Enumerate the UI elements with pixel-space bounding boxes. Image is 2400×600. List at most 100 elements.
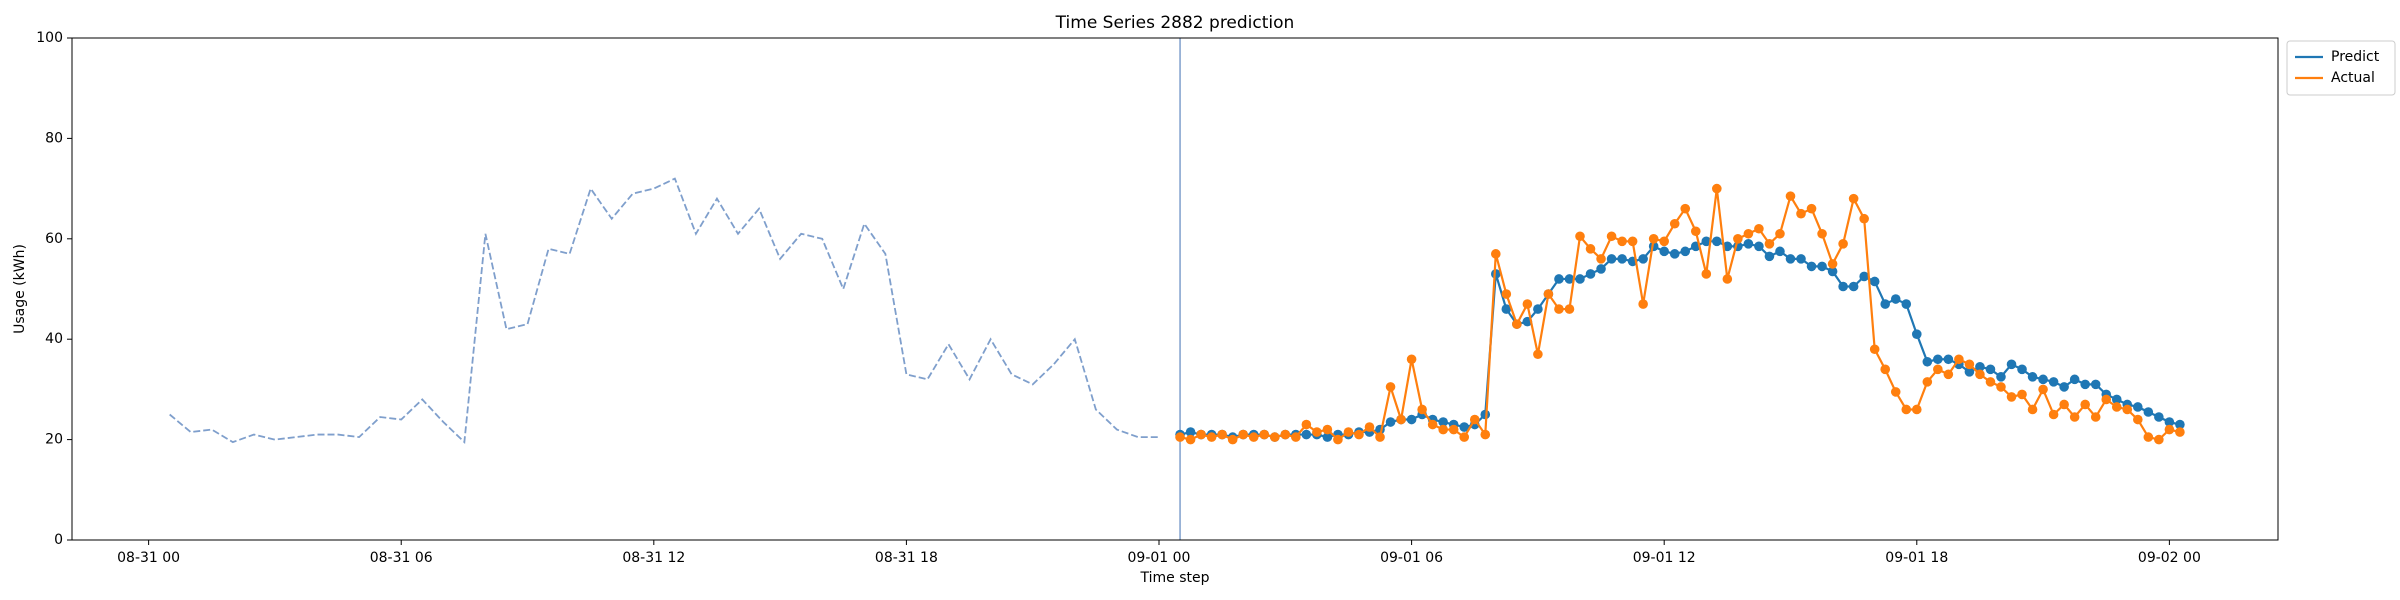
point (2048, 377, 2059, 387)
point (2080, 399, 2090, 410)
point (2154, 412, 2164, 422)
x-tick-label: 08-31 06 (370, 550, 433, 566)
point (1890, 294, 1901, 304)
point (1227, 434, 1238, 445)
point (2164, 417, 2175, 427)
point (1438, 417, 1448, 427)
point (1943, 354, 1954, 365)
y-tick-label: 80 (45, 130, 63, 146)
point (1975, 362, 1985, 372)
point (1869, 276, 1880, 287)
point (1512, 319, 1522, 329)
point (1933, 364, 1943, 375)
point (1585, 269, 1596, 279)
point (1322, 432, 1333, 442)
point (1838, 281, 1848, 292)
point (1522, 299, 1533, 309)
point (2090, 412, 2101, 422)
point (1638, 254, 1648, 264)
point (2143, 407, 2154, 417)
point (1817, 228, 1827, 239)
point (1490, 249, 1501, 259)
point (1648, 234, 1659, 244)
point (1417, 404, 1427, 415)
point (1554, 304, 1564, 314)
point (1785, 191, 1796, 201)
point (1764, 251, 1775, 262)
point (1185, 427, 1196, 437)
point (2048, 409, 2059, 420)
point (1690, 226, 1701, 237)
point (2069, 374, 2080, 385)
point (1533, 304, 1543, 314)
point (1217, 429, 1227, 440)
point (1754, 241, 1764, 252)
point (1406, 354, 1417, 365)
point (1806, 261, 1817, 272)
point (1564, 274, 1575, 284)
point (1922, 356, 1933, 367)
point (1627, 236, 1638, 247)
x-tick-label: 09-01 00 (1128, 550, 1191, 566)
point (1754, 223, 1764, 234)
point (1396, 414, 1406, 425)
point (1838, 239, 1848, 249)
point (1996, 372, 2006, 382)
point (1585, 244, 1596, 254)
point (1301, 429, 1312, 440)
y-tick-label: 20 (45, 432, 63, 448)
point (2080, 379, 2090, 390)
point (1575, 231, 1585, 242)
point (1964, 359, 1975, 370)
point (1901, 299, 1912, 309)
y-tick-label: 0 (54, 532, 63, 548)
point (1427, 419, 1438, 430)
point (1259, 429, 1270, 440)
point (1343, 427, 1354, 437)
point (1669, 249, 1680, 259)
point (1575, 274, 1585, 284)
x-tick-label: 09-01 12 (1633, 550, 1696, 566)
point (1859, 213, 1869, 224)
point (1606, 231, 1617, 242)
point (2017, 364, 2027, 375)
point (1448, 424, 1459, 435)
point (2006, 392, 2017, 402)
point (1911, 329, 1922, 339)
point (1322, 424, 1333, 435)
x-tick-label: 08-31 12 (622, 550, 685, 566)
y-tick-label: 60 (45, 231, 63, 247)
point (1964, 367, 1975, 377)
point (1617, 254, 1627, 264)
point (1985, 377, 1996, 387)
point (1238, 429, 1249, 440)
point (1638, 299, 1648, 309)
point (1659, 236, 1669, 247)
point (2133, 402, 2143, 412)
point (1785, 254, 1796, 264)
plot-area (169, 38, 2185, 540)
point (1501, 289, 1512, 299)
point (1943, 369, 1954, 380)
point (1712, 236, 1722, 247)
point (1954, 354, 1964, 365)
point (1775, 228, 1785, 239)
point (1827, 259, 1838, 269)
point (1764, 239, 1775, 249)
point (1333, 434, 1343, 445)
point (1869, 344, 1880, 355)
legend-box (2286, 40, 2396, 96)
point (1859, 271, 1869, 282)
legend-label: Actual (2331, 70, 2375, 86)
x-tick-label: 09-01 18 (1885, 550, 1948, 566)
x-tick-label: 08-31 18 (875, 550, 938, 566)
plot-frame (71, 37, 2279, 541)
point (2154, 434, 2164, 445)
x-tick-label: 09-01 06 (1380, 550, 1443, 566)
point (1701, 269, 1712, 279)
series-line (1179, 188, 2181, 442)
point (2090, 379, 2101, 390)
point (1796, 208, 1806, 219)
point (1722, 241, 1733, 252)
